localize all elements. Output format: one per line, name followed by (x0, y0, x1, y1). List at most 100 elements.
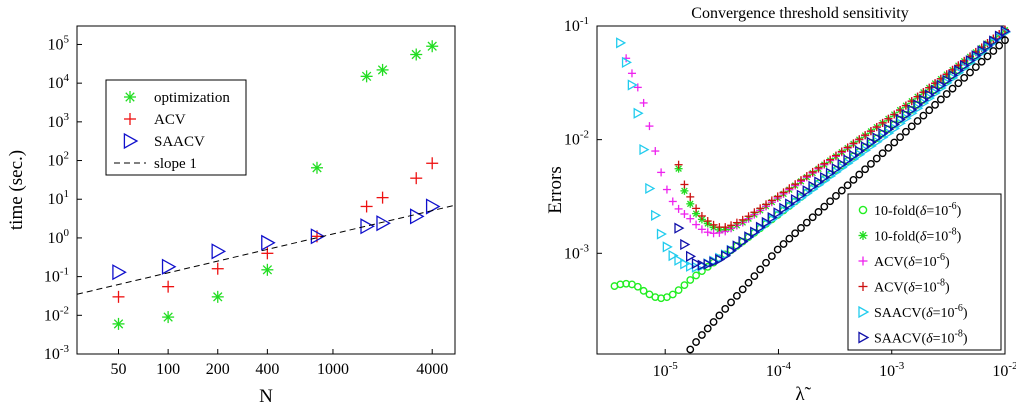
left-point-saacv (161, 258, 177, 275)
left-y-tick-label: 103 (48, 111, 70, 131)
right-point-acv6 (668, 197, 677, 206)
right-point-saacv6 (674, 254, 685, 266)
right-point-saacv8 (820, 171, 831, 184)
left-legend-label: optimization (154, 90, 230, 106)
right-x-axis-label: λ̃ (795, 384, 811, 405)
right-point-reference (709, 318, 718, 326)
right-point-acv8 (762, 200, 771, 209)
right-point-reference (942, 90, 951, 98)
left-x-tick-label: 200 (206, 361, 230, 378)
left-point-acv (162, 280, 175, 293)
right-point-tenfold6 (639, 286, 648, 295)
right-point-reference (966, 68, 974, 77)
right-point-acv6 (633, 83, 642, 92)
left-legend-label: ACV (154, 112, 186, 128)
right-point-reference (977, 57, 986, 66)
right-point-acv8 (703, 217, 712, 226)
left-legend-label: slope 1 (154, 156, 197, 172)
right-point-reference (907, 122, 916, 131)
right-point-saacv8 (971, 50, 982, 62)
right-y-tick-label: 10-1 (564, 15, 589, 35)
right-point-saacv8 (989, 35, 1000, 47)
right-point-tenfold8 (686, 199, 695, 208)
right-point-reference (896, 133, 904, 142)
left-legend-marker-icon (124, 113, 136, 125)
left-point-optimization (112, 317, 125, 330)
left-y-tick-label: 10-2 (44, 304, 69, 324)
right-point-saacv8 (983, 40, 994, 52)
left-point-saacv (409, 208, 425, 225)
right-point-acv8 (686, 192, 695, 201)
right-point-acv6 (657, 168, 666, 177)
time-vs-n-chart: 50 100 200 400 1000 4000 10-3 10-2 10-1 100 101 102… (6, 25, 456, 407)
slope-line (76, 204, 456, 295)
right-point-reference (954, 79, 963, 88)
right-point-saacv8 (872, 132, 883, 144)
right-point-acv8 (837, 147, 846, 156)
right-legend-marker-icon (858, 205, 868, 215)
right-legend-marker-icon (858, 331, 870, 344)
left-x-tick-label: 100 (156, 361, 180, 378)
right-point-reference (913, 117, 922, 125)
right-point-saacv8 (802, 185, 813, 197)
right-point-saacv8 (930, 84, 941, 96)
right-legend: 10-fold(δ=10-6) 10-fold(δ=10-8) ACV(δ=10-6… (847, 193, 1002, 351)
right-legend-box (847, 193, 1002, 351)
right-legend-entries: 10-fold(δ=10-6) 10-fold(δ=10-8) ACV(δ=10-6… (858, 201, 968, 347)
right-point-reference (791, 229, 800, 238)
right-point-saacv6 (639, 143, 650, 156)
right-point-saacv6 (645, 182, 656, 195)
right-point-reference (936, 95, 945, 104)
right-point-saacv8 (703, 258, 714, 270)
right-chart-title: Convergence threshold sensitivity (691, 5, 908, 22)
right-point-reference (884, 143, 893, 152)
right-point-reference (925, 106, 934, 115)
right-point-saacv8 (843, 154, 854, 166)
right-point-saacv8 (965, 55, 976, 67)
right-point-acv6 (680, 210, 689, 219)
right-point-saacv8 (686, 250, 697, 262)
right-legend-label: SAACV(δ=10-8) (874, 329, 968, 347)
left-legend-entries: optimization ACV SAACV slope 1 (114, 90, 230, 172)
right-point-saacv8 (959, 59, 971, 72)
right-point-saacv8 (924, 89, 936, 101)
right-point-acv8 (709, 220, 718, 229)
right-point-saacv8 (744, 231, 755, 243)
right-point-acv8 (674, 160, 683, 169)
right-point-saacv8 (738, 235, 749, 248)
right-point-saacv8 (691, 257, 702, 270)
right-point-acv8 (797, 176, 805, 185)
right-point-acv6 (686, 214, 695, 223)
left-point-acv (410, 172, 423, 185)
right-point-saacv8 (680, 238, 691, 251)
right-legend-marker-icon (858, 282, 868, 291)
right-point-acv8 (732, 218, 741, 227)
right-point-saacv8 (884, 123, 895, 135)
right-point-acv8 (831, 151, 840, 160)
right-point-saacv8 (919, 94, 930, 106)
left-legend-marker-icon (124, 91, 136, 103)
right-point-saacv8 (709, 256, 720, 268)
right-point-reference (750, 272, 759, 280)
right-point-acv6 (697, 225, 706, 234)
right-point-saacv8 (948, 69, 959, 82)
right-point-acv8 (855, 135, 864, 144)
left-x-tick-label: 4000 (416, 361, 448, 378)
right-point-reference (692, 338, 700, 346)
right-point-acv8 (826, 155, 835, 164)
left-point-acv (360, 200, 373, 213)
left-x-tick-label: 400 (255, 361, 279, 378)
right-point-saacv8 (715, 253, 726, 266)
right-point-saacv8 (814, 176, 825, 188)
right-point-acv6 (651, 147, 660, 156)
right-point-reference (960, 73, 969, 82)
right-point-acv8 (750, 208, 759, 217)
right-point-saacv8 (890, 118, 901, 131)
right-point-saacv8 (901, 109, 912, 121)
right-point-acv8 (738, 215, 747, 224)
right-point-saacv6 (651, 209, 662, 221)
right-legend-marker-icon (858, 256, 868, 266)
left-y-tick-label: 100 (48, 227, 70, 247)
right-point-acv8 (697, 211, 706, 220)
left-point-saacv (310, 228, 326, 245)
